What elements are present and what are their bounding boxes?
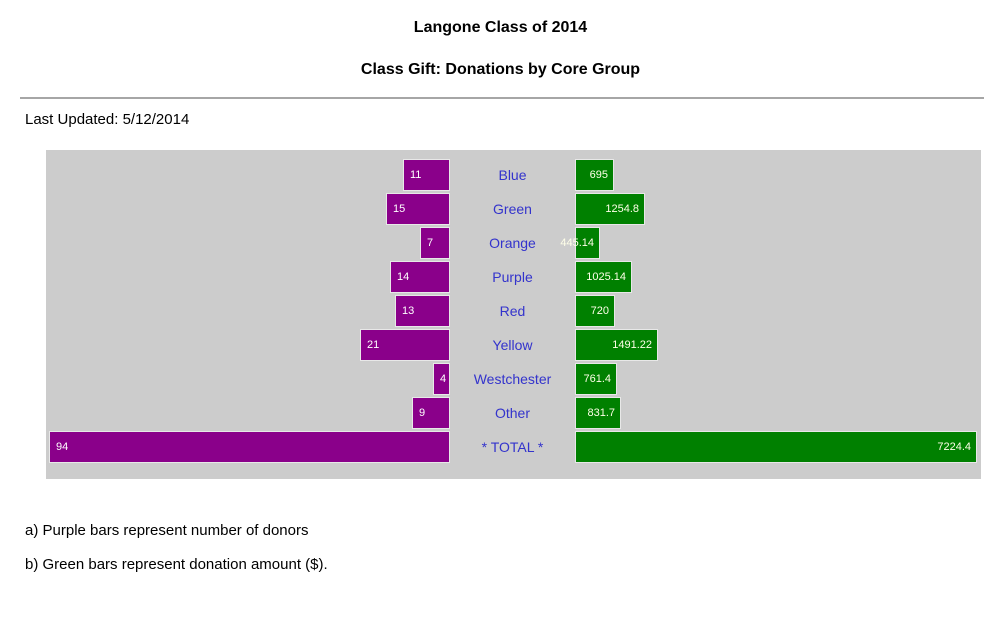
page-subtitle: Class Gift: Donations by Core Group (360, 61, 641, 78)
donation-bar: 761.4 (575, 363, 617, 395)
category-label: Yellow (492, 337, 533, 353)
donation-bar: 1491.22 (575, 329, 658, 361)
donation-value: 1491.22 (612, 339, 652, 351)
chart-row: 7 Orange 445.14 (46, 227, 981, 259)
donation-bar: 720 (575, 295, 615, 327)
footnote-purple: a) Purple bars represent number of donor… (25, 522, 309, 539)
donor-bar: 4 (433, 363, 450, 395)
donation-value: 7224.4 (937, 441, 971, 453)
chart-row: 11 Blue 695 (46, 159, 981, 191)
donor-value: 9 (419, 407, 426, 419)
category-label: Orange (489, 235, 536, 251)
donor-bar: 7 (420, 227, 450, 259)
donation-value: 831.7 (587, 407, 615, 419)
category-label: Blue (498, 167, 527, 183)
donor-bar: 15 (386, 193, 450, 225)
category-label: Westchester (473, 371, 552, 387)
donor-bar: 11 (403, 159, 450, 191)
horizontal-divider (20, 97, 984, 99)
category-label: Green (493, 201, 532, 217)
chart-row: 13 Red 720 (46, 295, 981, 327)
donation-value: 1025.14 (586, 271, 626, 283)
chart-row: 94 * TOTAL * 7224.4 (46, 431, 981, 463)
donation-value: 695 (589, 169, 608, 181)
donation-bar: 445.14 (560, 227, 600, 259)
category-label: Other (494, 405, 530, 421)
donation-value: 720 (590, 305, 609, 317)
donor-value: 21 (367, 339, 380, 351)
donor-value: 11 (410, 169, 422, 181)
donation-value: 1254.8 (605, 203, 639, 215)
donation-bar: 695 (575, 159, 614, 191)
donor-value: 94 (56, 441, 69, 453)
donation-bar: 1025.14 (575, 261, 632, 293)
donation-bar: 1254.8 (575, 193, 645, 225)
chart-row: 4 Westchester 761.4 (46, 363, 981, 395)
donor-value: 15 (393, 203, 406, 215)
donation-bar: 831.7 (575, 397, 621, 429)
chart-row: 9 Other 831.7 (46, 397, 981, 429)
last-updated-text: Last Updated: 5/12/2014 (25, 111, 190, 128)
chart-panel: 11 Blue 695 15 Green 1254.8 7 Orange 445.14 14 Pur… (46, 150, 981, 479)
page-title: Langone Class of 2014 (413, 19, 588, 36)
chart-row: 14 Purple 1025.14 (46, 261, 981, 293)
donation-value: 761.4 (583, 373, 611, 385)
donor-bar: 21 (360, 329, 450, 361)
donor-bar: 9 (412, 397, 450, 429)
donor-value: 7 (427, 237, 434, 249)
donor-bar: 14 (390, 261, 450, 293)
donation-bar: 7224.4 (575, 431, 977, 463)
category-label: * TOTAL * (481, 439, 544, 455)
donor-bar: 94 (49, 431, 450, 463)
category-label: Purple (492, 269, 533, 285)
category-label: Red (499, 303, 526, 319)
donor-value: 4 (440, 373, 447, 385)
chart-row: 15 Green 1254.8 (46, 193, 981, 225)
donation-value: 445.14 (560, 237, 594, 249)
donor-value: 13 (402, 305, 415, 317)
donor-value: 14 (397, 271, 410, 283)
chart-row: 21 Yellow 1491.22 (46, 329, 981, 361)
footnote-green: b) Green bars represent donation amount … (25, 556, 328, 573)
donor-bar: 13 (395, 295, 450, 327)
